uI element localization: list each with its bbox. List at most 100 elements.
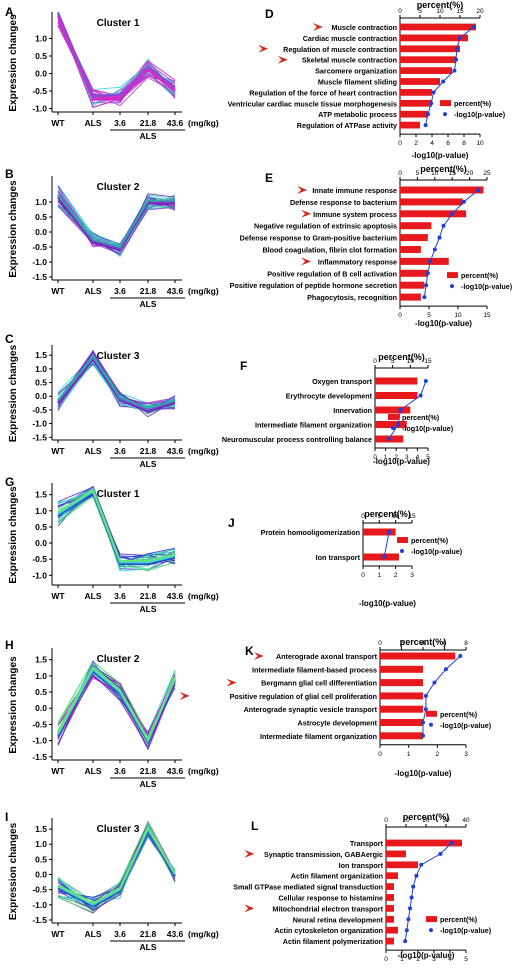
group-label: ALS (140, 942, 157, 952)
x-tick-label: WT (51, 446, 65, 456)
panel-letter: D (265, 7, 274, 21)
arrow-icon (277, 55, 288, 64)
panel-letter: G (5, 475, 14, 489)
pvalue-point (432, 680, 437, 685)
panel-letter: F (240, 359, 247, 373)
pvalue-point (403, 939, 408, 944)
percent-tick-label: 10 (431, 170, 439, 177)
y-tick-label: 0.5 (35, 854, 47, 864)
pvalue-tick-label: 5 (464, 956, 468, 963)
pvalue-point (452, 68, 457, 73)
panel-letter: A (5, 5, 14, 19)
expression-line (57, 485, 176, 571)
percent-bar (375, 392, 418, 399)
chart-title: percent(%) (403, 812, 450, 822)
pvalue-tick-label: 4 (448, 956, 452, 963)
expression-line (57, 11, 176, 98)
percent-bar (386, 894, 394, 901)
x-tick-label: 21.8 (140, 286, 157, 296)
expression-line (57, 24, 176, 104)
group-label: ALS (140, 131, 157, 141)
pvalue-tick-label: 1 (407, 751, 411, 758)
pvalue-point (438, 851, 443, 856)
percent-bar (400, 198, 463, 206)
percent-bar (380, 732, 423, 740)
x-tick-label: ALS (85, 118, 102, 128)
percent-tick-label: 15 (408, 513, 416, 520)
group-label: ALS (140, 604, 157, 614)
pvalue-point (437, 235, 442, 240)
expression-line (57, 489, 176, 564)
legend-label-percent: percent(%) (461, 271, 499, 280)
y-tick-label: -0.5 (32, 885, 47, 895)
category-label: Positive regulation of glial cell prolif… (230, 692, 377, 701)
pvalue-tick-label: 8 (462, 140, 466, 147)
unit-label: (mg/kg) (188, 929, 219, 939)
pvalue-tick-label: 6 (446, 140, 450, 147)
percent-bar (380, 652, 456, 660)
category-label: Intermediate filament organization (260, 732, 377, 741)
percent-bar (400, 186, 484, 194)
y-tick-label: 0.0 (35, 870, 47, 880)
category-label: Actin filament organization (291, 872, 383, 881)
expression-line (57, 820, 176, 913)
pvalue-point (421, 720, 425, 725)
category-label: Neuromuscular process controlling balanc… (222, 435, 372, 444)
y-tick-label: -1.5 (32, 272, 47, 282)
x-tick-label: 43.6 (167, 286, 184, 296)
group-label: ALS (140, 459, 157, 469)
percent-bar (386, 861, 418, 869)
chart-title: percent(%) (417, 0, 464, 10)
y-axis-label: Expression changes (8, 180, 19, 278)
x-axis-label: -log10(p-value) (373, 457, 430, 466)
expression-line (57, 488, 176, 562)
x-axis-label: -log10(p-value) (395, 769, 452, 778)
arrow-icon (297, 186, 308, 194)
percent-bar (386, 850, 406, 858)
y-tick-label: 1.0 (35, 34, 47, 44)
percent-tick-label: 30 (442, 817, 450, 824)
expression-line (57, 195, 176, 254)
y-tick-label: -0.5 (32, 554, 47, 564)
pvalue-point (423, 693, 428, 698)
category-label: Innate immune response (312, 186, 397, 195)
pvalue-tick-label: 2 (436, 751, 440, 758)
percent-tick-label: 10 (402, 817, 410, 824)
category-label: Bergmann glial cell differentiation (261, 679, 377, 688)
pvalue-point (387, 530, 392, 534)
pvalue-point (432, 247, 437, 252)
pvalue-tick-label: 10 (454, 312, 462, 319)
percent-tick-label: 15 (449, 170, 457, 177)
x-tick-label: 21.8 (140, 929, 157, 939)
percent-bar (386, 883, 394, 890)
category-label: Regulation of the force of heart contrac… (249, 88, 397, 97)
percent-tick-label: 6 (443, 640, 447, 647)
expression-line (57, 491, 176, 568)
category-label: Innervation (333, 406, 372, 415)
chart-title: percent(%) (378, 352, 425, 362)
y-tick-label: 1.5 (35, 655, 47, 665)
pvalue-point (419, 862, 424, 867)
category-label: Neural retina development (293, 915, 384, 924)
pvalue-tick-label: 2 (416, 956, 420, 963)
percent-bar (400, 246, 421, 253)
percent-bar (400, 222, 432, 230)
category-label: ATP metabolic process (318, 110, 397, 119)
percent-tick-label: 10 (436, 8, 444, 15)
cluster-title: Cluster 1 (97, 18, 140, 29)
pvalue-point (476, 188, 481, 192)
y-tick-label: 0.5 (35, 522, 47, 532)
x-tick-label: 21.8 (140, 591, 157, 601)
category-label: Cellular response to histamine (278, 894, 383, 903)
category-label: Defense response to bacterium (290, 198, 397, 207)
category-label: Muscle contraction (332, 23, 398, 32)
category-label: Transport (350, 839, 384, 848)
percent-bar (386, 872, 398, 880)
category-label: Synaptic transmission, GABAergic (264, 850, 383, 859)
category-label: Muscle filament sliding (318, 78, 397, 87)
legend-bar-swatch (426, 710, 437, 717)
